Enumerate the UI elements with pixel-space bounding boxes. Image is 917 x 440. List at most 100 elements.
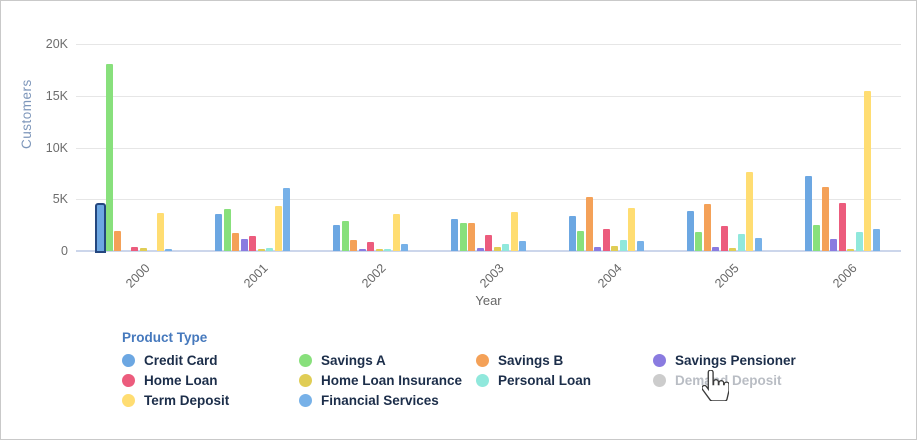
x-axis-line	[76, 250, 901, 252]
bar-term-deposit-2005[interactable]	[746, 172, 754, 251]
bar-credit-card-2004[interactable]	[568, 215, 576, 251]
hand-pointer-icon	[702, 370, 729, 401]
bar-term-deposit-2000[interactable]	[156, 212, 164, 251]
bar-home-loan-insurance-2003[interactable]	[493, 247, 501, 251]
bar-financial-services-2001[interactable]	[283, 187, 291, 251]
legend-item-label: Financial Services	[321, 392, 439, 408]
bar-term-deposit-2001[interactable]	[274, 205, 282, 251]
legend-item-label: Savings A	[321, 352, 386, 368]
bar-personal-loan-2001[interactable]	[266, 247, 274, 251]
bar-savings-pensioner-2006[interactable]	[830, 238, 838, 251]
x-tick-label-2000: 2000	[123, 261, 153, 291]
bar-personal-loan-2005[interactable]	[737, 234, 745, 251]
legend-item-label: Home Loan Insurance	[321, 372, 463, 388]
bar-savings-pensioner-2002[interactable]	[358, 249, 366, 251]
legend-item-label: Credit Card	[144, 352, 218, 368]
bar-financial-services-2005[interactable]	[754, 238, 762, 251]
legend-item-label: Demand Deposit	[675, 372, 782, 388]
bar-savings-a-2000[interactable]	[105, 63, 113, 251]
bar-personal-loan-2004[interactable]	[619, 239, 627, 251]
bar-savings-b-2002[interactable]	[350, 240, 358, 251]
bar-home-loan-2006[interactable]	[838, 203, 846, 251]
bar-term-deposit-2006[interactable]	[864, 90, 872, 251]
bar-personal-loan-2003[interactable]	[502, 243, 509, 251]
bar-savings-a-2001[interactable]	[223, 209, 231, 251]
bar-home-loan-2004[interactable]	[602, 229, 610, 251]
legend-item-savings-b[interactable]: Savings B	[476, 350, 653, 370]
bar-savings-b-2006[interactable]	[821, 186, 829, 251]
bar-credit-card-2006[interactable]	[804, 176, 812, 251]
bar-home-loan-2003[interactable]	[485, 235, 492, 251]
legend-item-savings-pensioner[interactable]: Savings Pensioner	[653, 350, 830, 370]
bar-home-loan-insurance-2002[interactable]	[375, 248, 383, 251]
legend-item-label: Term Deposit	[144, 392, 230, 408]
bar-credit-card-2001[interactable]	[215, 213, 223, 251]
legend-marker-icon	[299, 373, 312, 387]
legend-item-home-loan-insurance[interactable]: Home Loan Insurance	[299, 370, 476, 390]
legend-item-label: Home Loan	[144, 372, 218, 388]
bar-home-loan-2002[interactable]	[367, 241, 375, 251]
bar-term-deposit-2004[interactable]	[628, 207, 636, 251]
bar-savings-a-2006[interactable]	[813, 225, 821, 251]
legend: Credit Card Savings A Savings B Savings Pen…	[122, 350, 830, 410]
y-tick-label: 15K	[45, 88, 68, 103]
legend-item-personal-loan[interactable]: Personal Loan	[476, 370, 653, 390]
gridline	[76, 95, 901, 97]
x-tick-label-2003: 2003	[476, 261, 507, 291]
bar-savings-pensioner-2005[interactable]	[712, 247, 720, 251]
gridline	[76, 44, 901, 45]
bar-savings-a-2004[interactable]	[577, 231, 585, 251]
legend-marker-icon	[122, 373, 135, 387]
gridline	[76, 147, 901, 149]
bar-home-loan-insurance-2001[interactable]	[257, 248, 265, 251]
legend-item-credit-card[interactable]: Credit Card	[122, 350, 299, 370]
legend-item-financial-services[interactable]: Financial Services	[299, 390, 476, 410]
legend-marker-icon	[299, 393, 312, 407]
bar-home-loan-2005[interactable]	[720, 226, 728, 251]
bar-home-loan-2001[interactable]	[249, 235, 257, 251]
bar-personal-loan-2006[interactable]	[855, 231, 863, 251]
bar-financial-services-2003[interactable]	[519, 241, 526, 251]
bar-financial-services-2006[interactable]	[872, 229, 880, 251]
bar-savings-b-2003[interactable]	[468, 223, 475, 251]
bar-term-deposit-2002[interactable]	[392, 213, 400, 251]
bar-home-loan-insurance-2005[interactable]	[729, 248, 737, 251]
bar-credit-card-2000[interactable]	[95, 203, 107, 253]
bar-financial-services-2002[interactable]	[401, 243, 409, 251]
bar-financial-services-2000[interactable]	[165, 249, 173, 251]
bar-savings-pensioner-2004[interactable]	[594, 247, 602, 251]
bar-savings-b-2000[interactable]	[114, 230, 122, 251]
bar-savings-pensioner-2001[interactable]	[240, 239, 248, 251]
bar-financial-services-2004[interactable]	[636, 240, 644, 251]
legend-item-home-loan[interactable]: Home Loan	[122, 370, 299, 390]
bar-credit-card-2005[interactable]	[686, 210, 694, 251]
bar-home-loan-2000[interactable]	[131, 246, 139, 251]
gridline	[76, 199, 901, 201]
legend-item-demand-deposit[interactable]: Demand Deposit	[653, 370, 830, 390]
bar-home-loan-insurance-2006[interactable]	[847, 249, 855, 251]
bar-savings-pensioner-2003[interactable]	[476, 247, 484, 251]
bar-home-loan-insurance-2004[interactable]	[611, 245, 619, 251]
bar-savings-a-2005[interactable]	[695, 232, 703, 251]
legend-item-label: Savings Pensioner	[675, 352, 796, 368]
legend-marker-icon	[299, 353, 312, 367]
legend-item-term-deposit[interactable]: Term Deposit	[122, 390, 299, 410]
bar-credit-card-2003[interactable]	[451, 218, 458, 251]
x-tick-label-2002: 2002	[358, 261, 389, 291]
bar-term-deposit-2003[interactable]	[510, 211, 518, 251]
bar-savings-a-2002[interactable]	[341, 220, 349, 251]
bar-savings-a-2003[interactable]	[459, 223, 467, 251]
bar-personal-loan-2002[interactable]	[384, 248, 392, 251]
bar-savings-b-2001[interactable]	[232, 233, 240, 251]
legend-item-savings-a[interactable]: Savings A	[299, 350, 476, 370]
bar-savings-b-2004[interactable]	[585, 197, 593, 251]
legend-item-label: Personal Loan	[498, 372, 592, 388]
y-tick-label: 20K	[45, 37, 68, 51]
bar-credit-card-2002[interactable]	[333, 225, 341, 251]
legend-marker-icon	[122, 393, 135, 407]
bar-home-loan-insurance-2000[interactable]	[139, 248, 147, 251]
legend-marker-icon	[653, 353, 666, 367]
legend-marker-icon	[122, 353, 135, 367]
bar-savings-b-2005[interactable]	[703, 204, 711, 251]
